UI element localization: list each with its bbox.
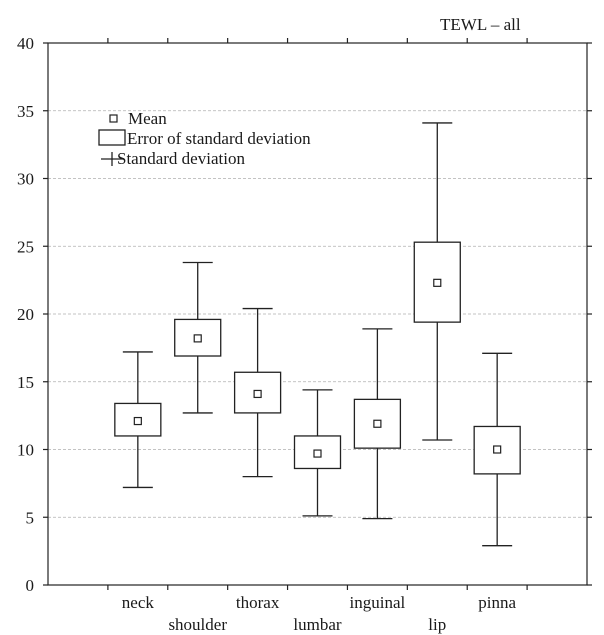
mean-marker-lumbar: [313, 449, 322, 458]
mean-marker-thorax: [253, 389, 262, 399]
mean-marker-lip: [433, 278, 442, 287]
y-tick-label-40: 40: [17, 34, 34, 53]
mean-marker-shoulder: [193, 334, 202, 343]
chart-title: TEWL – all: [440, 15, 521, 34]
mean-marker-inguinal: [373, 419, 382, 428]
y-tick-label-25: 25: [17, 237, 34, 256]
legend-mean-label: Mean: [128, 109, 167, 128]
x-tick-label-neck: neck: [122, 593, 155, 612]
x-tick-label-shoulder: shoulder: [168, 615, 227, 634]
x-axis: neck shoulder thorax lumbar inguinal lip pinna: [107, 38, 528, 634]
x-tick-label-lumbar: lumbar: [293, 615, 341, 634]
y-tick-label-35: 35: [17, 102, 34, 121]
box-lumbar: [293, 389, 342, 517]
x-tick-label-lip: lip: [428, 615, 446, 634]
y-tick-label-15: 15: [17, 373, 34, 392]
box-neck: [114, 351, 162, 489]
mean-marker-neck: [133, 416, 142, 426]
y-tick-label-10: 10: [17, 441, 34, 460]
box-thorax: [233, 307, 282, 478]
y-tick-label-5: 5: [26, 508, 35, 527]
sd-error-box-lumbar: [293, 435, 342, 470]
legend-box-icon: [98, 129, 126, 146]
y-tick-label-0: 0: [26, 576, 35, 595]
legend-whisker-label: Standard deviation: [117, 149, 245, 168]
box-lip: [413, 122, 461, 441]
y-tick-label-30: 30: [17, 170, 34, 189]
mean-marker-pinna: [493, 445, 502, 454]
box-series: [114, 122, 521, 547]
box-shoulder: [174, 261, 222, 414]
sd-error-box-inguinal: [353, 398, 402, 449]
legend-box-label: Error of standard deviation: [127, 129, 311, 148]
legend-mean-icon: [109, 114, 118, 123]
box-pinna: [473, 352, 521, 547]
box-inguinal: [353, 328, 402, 520]
x-tick-label-thorax: thorax: [236, 593, 280, 612]
x-tick-label-inguinal: inguinal: [350, 593, 406, 612]
y-axis: 0 5 10 15 20 25 30 35 40: [17, 34, 592, 595]
x-tick-label-pinna: pinna: [478, 593, 516, 612]
y-tick-label-20: 20: [17, 305, 34, 324]
